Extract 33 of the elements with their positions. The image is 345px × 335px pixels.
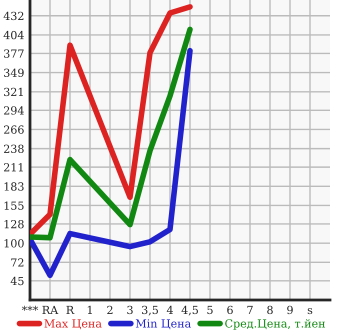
y-tick-label: 72 [11, 258, 24, 267]
x-tick-label: 3,5 [142, 306, 158, 316]
legend-label: Max Цена [44, 319, 102, 330]
x-tick-label: 6 [227, 306, 233, 314]
x-tick-label: 4,5 [182, 306, 198, 316]
legend-label: Сред.Цена, т.йен [225, 319, 325, 330]
y-tick-label: 404 [4, 30, 24, 40]
x-tick-label: R [66, 306, 74, 314]
y-tick-label: 211 [4, 163, 23, 172]
x-tick-label: 9 [287, 306, 293, 314]
x-tick-label: 8 [267, 306, 273, 314]
y-tick-label: 100 [4, 239, 24, 248]
x-tick-label: 1 [88, 306, 92, 314]
y-tick-label: 321 [4, 88, 23, 96]
y-tick-label: 349 [4, 68, 24, 77]
y-tick-label: 155 [4, 201, 24, 210]
x-tick-label: 3 [127, 306, 133, 314]
y-tick-label: 128 [4, 220, 24, 228]
legend-label: Min Цена [136, 319, 191, 330]
y-tick-label: 238 [4, 144, 24, 154]
x-tick-label: 4 [166, 306, 173, 314]
y-tick-label: 266 [4, 125, 24, 134]
x-tick-label: 2 [107, 306, 112, 314]
y-tick-label: 45 [10, 276, 24, 286]
x-tick-label: *** [22, 306, 38, 311]
x-tick-label: 7 [247, 306, 253, 314]
y-tick-label: 377 [4, 49, 24, 58]
x-tick-label: 5 [207, 306, 213, 314]
x-tick-label: RA [42, 306, 58, 314]
x-tick-label: s [308, 308, 312, 314]
y-tick-label: 294 [4, 106, 24, 115]
y-tick-label: 183 [4, 182, 24, 191]
y-tick-label: 432 [4, 12, 24, 20]
